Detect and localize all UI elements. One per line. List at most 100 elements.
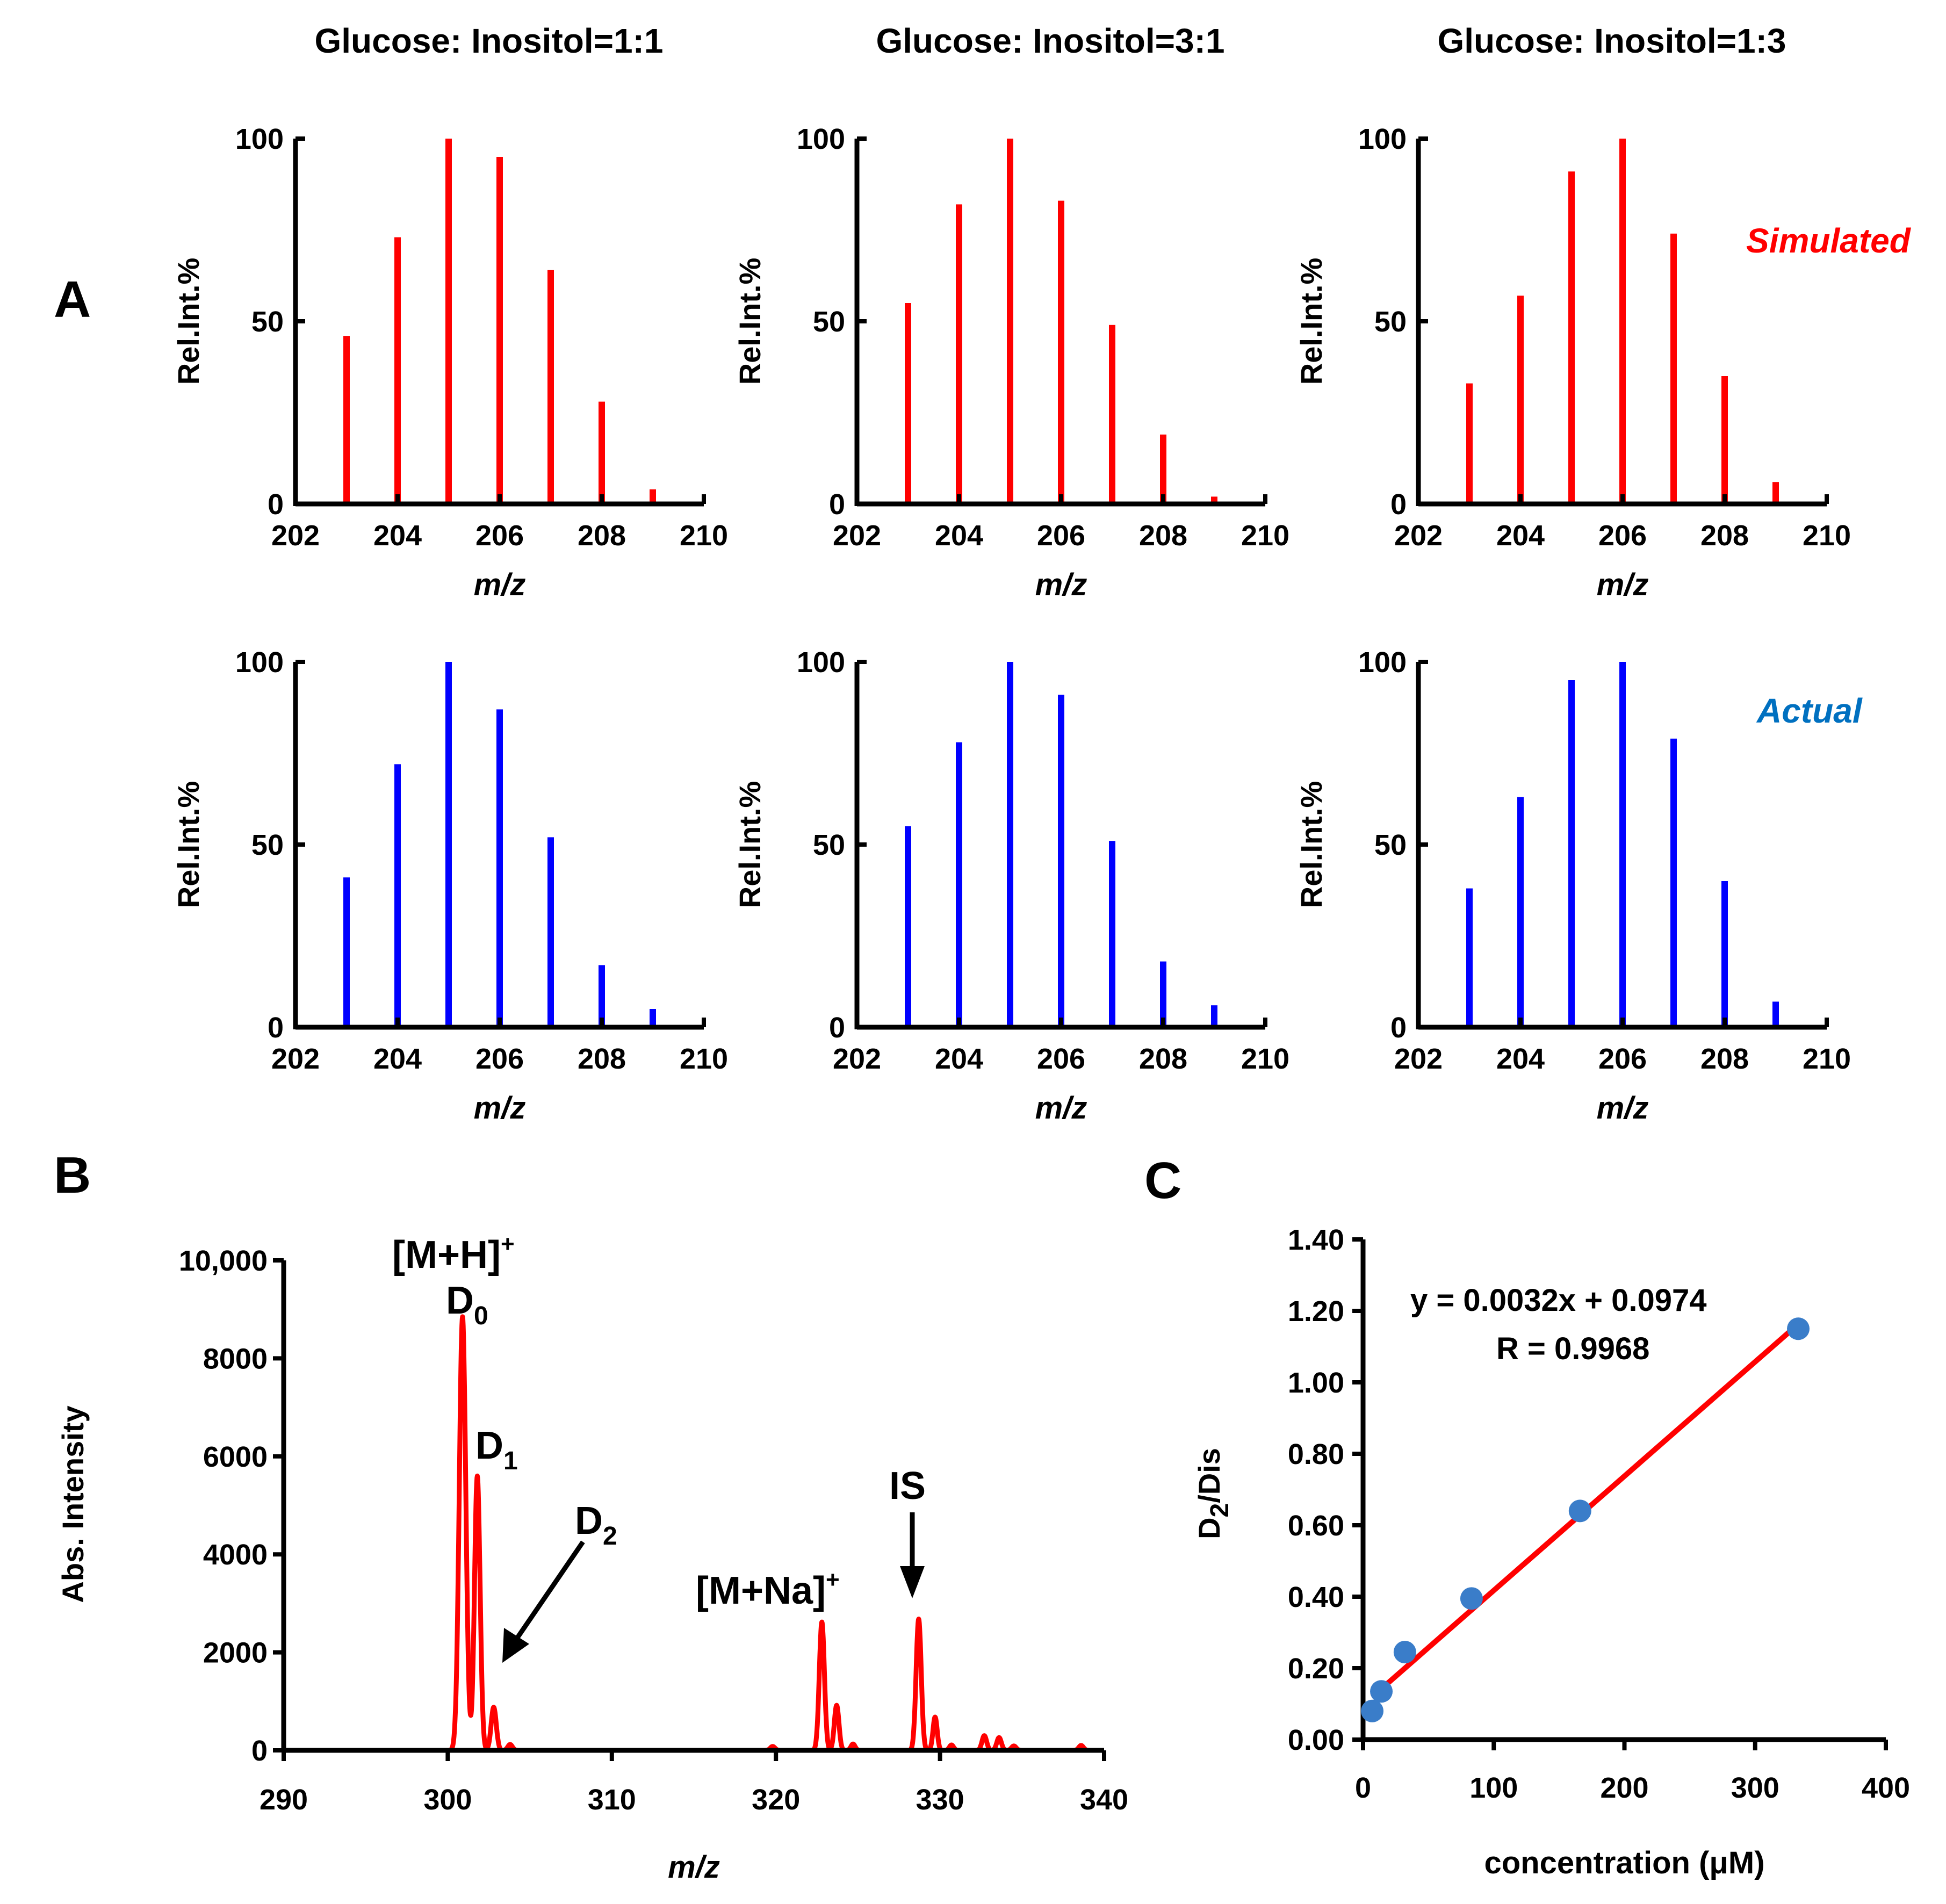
c-y-axis-label: D2/Dis [1192, 1448, 1234, 1539]
sim_3_1-xtick-210: 210 [1241, 520, 1289, 552]
sim_1_1-bar-208 [599, 401, 605, 504]
scatter-point-1 [1370, 1680, 1393, 1703]
c-xtick-100: 100 [1469, 1772, 1518, 1804]
c-ytick-1.40: 1.40 [1288, 1224, 1344, 1256]
act_1_1-ytick-50: 50 [251, 829, 284, 861]
act_3_1-xtick-202: 202 [833, 1043, 881, 1075]
sim_1_3-bar-205 [1568, 171, 1575, 504]
act_1_3-bar-205 [1568, 680, 1575, 1027]
legend-simulated: Simulated [1746, 221, 1912, 260]
sim_3_1-title: Glucose: Inositol=3:1 [876, 21, 1224, 60]
sim_3_1-ytick-100: 100 [797, 123, 845, 155]
act_3_1-bar-204 [956, 742, 962, 1027]
arrow-d2-head [502, 1628, 529, 1663]
sim_1_1-xtick-204: 204 [373, 520, 422, 552]
sim_1_3-bar-206 [1619, 139, 1626, 504]
sim_1_3-ytick-0: 0 [1390, 488, 1407, 521]
ann-d2: D2 [575, 1499, 617, 1550]
b-xtick-330: 330 [916, 1784, 964, 1816]
act_1_1-bar-209 [650, 1009, 656, 1027]
act_3_1-ytick-0: 0 [829, 1012, 845, 1044]
act_3_1-xtick-206: 206 [1037, 1043, 1085, 1075]
sim_1_1-title: Glucose: Inositol=1:1 [314, 21, 663, 60]
c-ytick-0.40: 0.40 [1288, 1581, 1344, 1613]
sim_1_1-bar-203 [343, 336, 350, 504]
act_1_1-ytick-0: 0 [268, 1012, 284, 1044]
act_1_3-ytick-100: 100 [1358, 646, 1407, 679]
c-ytick-1.00: 1.00 [1288, 1367, 1344, 1399]
sim_1_1-xtick-210: 210 [680, 520, 728, 552]
sim_3_1-xtick-208: 208 [1139, 520, 1187, 552]
act_1_1-bar-207 [547, 837, 554, 1027]
act_1_3-bar-203 [1466, 888, 1473, 1027]
act_3_1-bar-203 [905, 826, 911, 1027]
act_1_3-bar-208 [1721, 881, 1728, 1027]
b-xtick-340: 340 [1080, 1784, 1128, 1816]
arrow-d2-shaft [511, 1540, 585, 1646]
act_1_3-bar-206 [1619, 662, 1626, 1027]
act_1_1-xtick-204: 204 [373, 1043, 422, 1075]
act_1_3-ytick-50: 50 [1374, 829, 1407, 861]
c-xtick-300: 300 [1731, 1772, 1779, 1804]
panel-label-b: B [54, 1146, 91, 1204]
act_1_3-x-label: m/z [1597, 1091, 1649, 1126]
legend-actual: Actual [1756, 691, 1863, 730]
c-ytick-0.00: 0.00 [1288, 1724, 1344, 1756]
act_1_3-xtick-204: 204 [1496, 1043, 1545, 1075]
sim_1_3-bar-207 [1670, 233, 1677, 504]
panel-label-c: C [1144, 1152, 1181, 1209]
act_1_3-xtick-208: 208 [1700, 1043, 1749, 1075]
sim_1_1-xtick-206: 206 [475, 520, 524, 552]
sim_1_1-ytick-100: 100 [235, 123, 284, 155]
b-ytick-4000: 4000 [203, 1539, 268, 1571]
sim_1_3-bar-208 [1721, 376, 1728, 504]
act_1_1-bar-208 [599, 965, 605, 1027]
b-x-label: m/z [668, 1850, 720, 1885]
b-ytick-10,000: 10,000 [179, 1245, 268, 1277]
sim_1_3-x-label: m/z [1597, 567, 1649, 602]
act_1_1-bar-203 [343, 877, 350, 1027]
c-ytick-0.80: 0.80 [1288, 1438, 1344, 1470]
scatter-point-4 [1568, 1499, 1591, 1523]
sim_1_1-y-label: Rel.Int.% [171, 258, 205, 385]
sim_1_3-xtick-202: 202 [1394, 520, 1443, 552]
sim_3_1-ytick-50: 50 [813, 306, 845, 338]
sim_1_3-bar-203 [1466, 383, 1473, 504]
act_1_1-xtick-202: 202 [271, 1043, 320, 1075]
arrow-is-head [900, 1566, 925, 1598]
sim_1_3-xtick-210: 210 [1803, 520, 1851, 552]
act_1_1-chart: 202 204 206 208 210 0 50 100 m/z Rel.Int.% [171, 646, 728, 1126]
sim_3_1-bar-205 [1007, 139, 1013, 504]
act_1_1-bar-204 [394, 764, 401, 1027]
b-ytick-0: 0 [251, 1735, 268, 1767]
sim_3_1-xtick-206: 206 [1037, 520, 1085, 552]
act_3_1-bar-207 [1109, 841, 1115, 1027]
act_1_3-ytick-0: 0 [1390, 1012, 1407, 1044]
scatter-point-0 [1361, 1699, 1384, 1722]
act_3_1-chart: 202 204 206 208 210 0 50 100 m/z Rel.Int.% [733, 646, 1289, 1126]
ann-is: IS [889, 1465, 926, 1508]
act_1_3-bar-207 [1670, 738, 1677, 1027]
sim_1_3-bar-204 [1517, 295, 1524, 504]
sim_3_1-xtick-204: 204 [935, 520, 983, 552]
act_3_1-bar-208 [1160, 961, 1166, 1027]
panel-a: Glucose: Inositol=1:1 202 204 206 208 210 0 50 1… [171, 21, 1851, 1126]
act_1_1-y-label: Rel.Int.% [171, 781, 205, 908]
fit-r-value: R = 0.9968 [1496, 1331, 1649, 1366]
sim_3_1-ytick-0: 0 [829, 488, 845, 521]
sim_1_3-ytick-50: 50 [1374, 306, 1407, 338]
sim_1_3-xtick-206: 206 [1598, 520, 1647, 552]
sim_1_1-chart: Glucose: Inositol=1:1 202 204 206 208 210 0 50 1… [171, 21, 728, 602]
ann-mna: [M+Na]+ [696, 1567, 840, 1612]
sim_1_1-bar-209 [650, 489, 656, 504]
sim_3_1-chart: Glucose: Inositol=3:1 202 204 206 208 210 0 50 1… [733, 21, 1289, 602]
act_3_1-bar-209 [1211, 1005, 1217, 1027]
act_3_1-xtick-204: 204 [935, 1043, 983, 1075]
b-ytick-6000: 6000 [203, 1441, 268, 1473]
act_1_1-xtick-208: 208 [578, 1043, 626, 1075]
sim_1_1-ytick-50: 50 [251, 306, 284, 338]
sim_1_1-bar-206 [496, 157, 503, 504]
act_1_1-xtick-210: 210 [680, 1043, 728, 1075]
act_1_1-bar-206 [496, 709, 503, 1027]
